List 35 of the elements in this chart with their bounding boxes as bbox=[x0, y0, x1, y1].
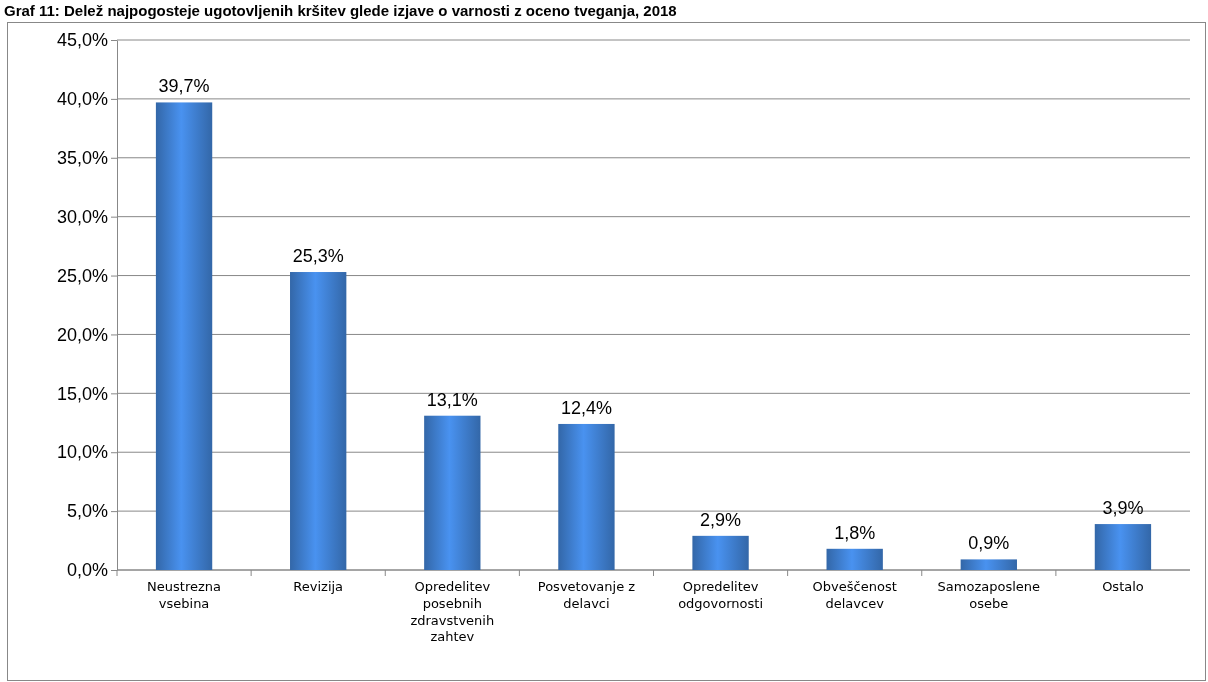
y-tick-label: 10,0% bbox=[56, 442, 108, 463]
y-tick-label: 25,0% bbox=[56, 265, 108, 286]
data-label: 2,9% bbox=[700, 509, 742, 530]
y-tick-label: 40,0% bbox=[56, 89, 108, 110]
data-label: 0,9% bbox=[968, 533, 1010, 554]
bar bbox=[692, 535, 749, 570]
x-tick-label: Opredelitev odgovornosti bbox=[678, 578, 763, 611]
data-label: 3,9% bbox=[1102, 498, 1144, 519]
x-tick-label: Opredelitev posebnih zdravstvenih zahtev bbox=[410, 578, 495, 645]
bar bbox=[1094, 524, 1152, 570]
y-tick-label: 5,0% bbox=[66, 501, 108, 522]
bar bbox=[155, 102, 213, 570]
y-tick-label: 15,0% bbox=[56, 383, 108, 404]
bar bbox=[960, 559, 1017, 570]
x-tick-label: Revizija bbox=[293, 578, 344, 594]
bar bbox=[424, 415, 481, 570]
bar bbox=[826, 548, 883, 570]
data-label: 13,1% bbox=[426, 389, 478, 410]
y-tick-label: 20,0% bbox=[56, 324, 108, 345]
bar bbox=[558, 423, 615, 570]
data-label: 39,7% bbox=[158, 76, 210, 97]
y-tick-label: 45,0% bbox=[56, 30, 108, 51]
data-label: 12,4% bbox=[560, 397, 612, 418]
y-tick-label: 30,0% bbox=[56, 206, 108, 227]
x-tick-label: Samozaposlene osebe bbox=[937, 578, 1041, 611]
x-tick-label: Posvetovanje z delavci bbox=[537, 578, 636, 611]
data-label: 25,3% bbox=[292, 246, 344, 267]
y-tick-label: 0,0% bbox=[66, 560, 108, 581]
x-tick-label: Ostalo bbox=[1102, 578, 1144, 594]
x-tick-label: Obveščenost delavcev bbox=[812, 578, 897, 611]
chart-title: Graf 11: Delež najpogosteje ugotovljenih kršitev glede izjave o varnosti z oceno tveganja, 2018 bbox=[4, 2, 677, 19]
bar bbox=[290, 272, 347, 570]
y-tick-label: 35,0% bbox=[56, 148, 108, 169]
x-tick-label: Neustrezna vsebina bbox=[147, 578, 222, 611]
data-label: 1,8% bbox=[834, 522, 876, 543]
